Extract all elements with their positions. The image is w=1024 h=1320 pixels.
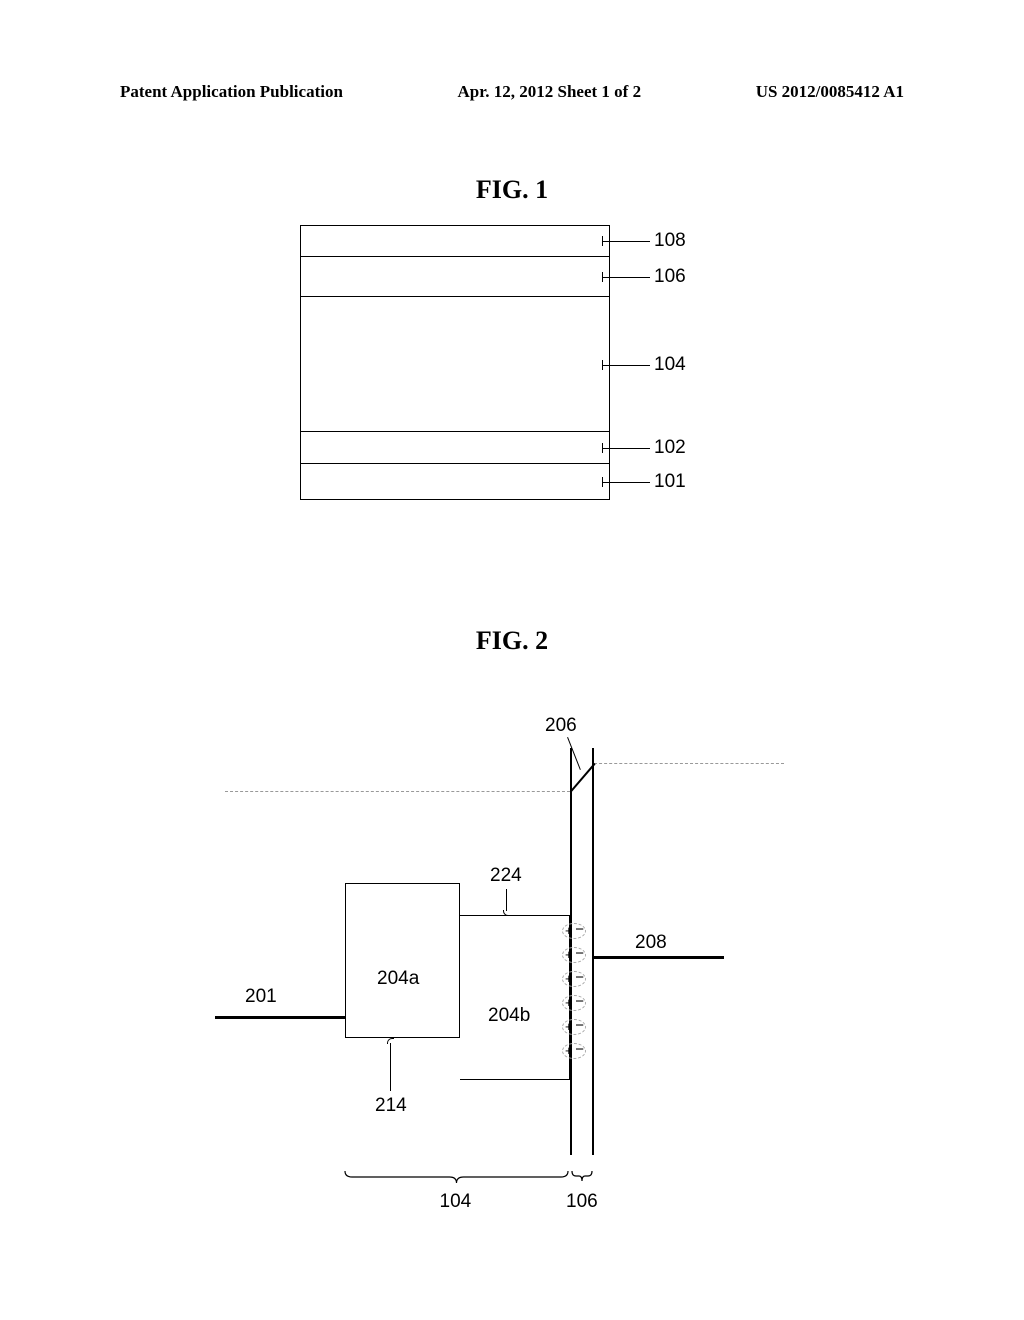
fig2-label-201: 201 xyxy=(245,986,277,1008)
minus-icon: − xyxy=(575,969,584,986)
fig1-tick xyxy=(602,360,603,370)
page-header: Patent Application Publication Apr. 12, … xyxy=(0,82,1024,102)
fig2-leader-214 xyxy=(390,1043,391,1091)
fig1-tick xyxy=(602,477,603,487)
fig1-layer xyxy=(300,225,610,257)
plus-icon: + xyxy=(565,923,573,938)
fig2-label-214: 214 xyxy=(375,1095,407,1117)
fig1-layer-label: 101 xyxy=(654,471,686,493)
fig2-box-204b xyxy=(460,915,570,1080)
fig1-layer xyxy=(300,464,610,500)
fig1-tick xyxy=(602,443,603,453)
fig2-dipole: +− xyxy=(562,923,586,939)
fig1-leader-line xyxy=(602,365,650,366)
minus-icon: − xyxy=(575,993,584,1010)
fig1-tick xyxy=(602,272,603,282)
fig2-brace-104 xyxy=(340,1169,573,1189)
fig2-line-208 xyxy=(594,956,724,959)
fig2-dipole: +− xyxy=(562,947,586,963)
fig2-title: FIG. 2 xyxy=(0,626,1024,656)
fig2-label-204a: 204a xyxy=(377,968,419,990)
minus-icon: − xyxy=(575,921,584,938)
fig1-layer-label: 106 xyxy=(654,266,686,288)
plus-icon: + xyxy=(565,1019,573,1034)
fig1-title: FIG. 1 xyxy=(0,175,1024,205)
fig2-label-104: 104 xyxy=(440,1191,472,1213)
fig1-leader-line xyxy=(602,241,650,242)
minus-icon: − xyxy=(575,945,584,962)
fig1-leader-line xyxy=(602,482,650,483)
fig2-label-208: 208 xyxy=(635,932,667,954)
fig2-label-224: 224 xyxy=(490,865,522,887)
fig2-brace-106 xyxy=(567,1169,597,1189)
fig2-leader-224 xyxy=(506,889,507,911)
fig1-layer-label: 102 xyxy=(654,437,686,459)
fig2-box-204a xyxy=(345,883,460,1038)
fig2-dipole: +− xyxy=(562,995,586,1011)
fig2-label-206: 206 xyxy=(545,715,577,737)
plus-icon: + xyxy=(565,995,573,1010)
fig1-layer-label: 104 xyxy=(654,354,686,376)
header-right: US 2012/0085412 A1 xyxy=(756,82,904,102)
fig2-band-right-line xyxy=(592,748,594,1155)
fig1-layer xyxy=(300,432,610,464)
fig2-label-106: 106 xyxy=(566,1191,598,1213)
fig1-leader-line xyxy=(602,448,650,449)
fig1-leader-line xyxy=(602,277,650,278)
fig2-dashed-right xyxy=(594,763,784,764)
minus-icon: − xyxy=(575,1041,584,1058)
plus-icon: + xyxy=(565,1043,573,1058)
fig2-line-201 xyxy=(215,1016,345,1019)
fig1-diagram: 108 106 104 102 101 xyxy=(300,225,720,515)
fig1-layer xyxy=(300,297,610,432)
fig2-leader-214-hook xyxy=(387,1038,394,1044)
plus-icon: + xyxy=(565,971,573,986)
minus-icon: − xyxy=(575,1017,584,1034)
fig2-dipole: +− xyxy=(562,1019,586,1035)
fig1-layer xyxy=(300,257,610,297)
header-left: Patent Application Publication xyxy=(120,82,343,102)
fig1-layer-label: 108 xyxy=(654,230,686,252)
fig2-diagram: 206201208204a204b224214+−+−+−+−+−+−10410… xyxy=(190,715,830,1235)
fig2-dipole: +− xyxy=(562,971,586,987)
fig1-tick xyxy=(602,236,603,246)
plus-icon: + xyxy=(565,947,573,962)
header-center: Apr. 12, 2012 Sheet 1 of 2 xyxy=(458,82,642,102)
fig2-label-204b: 204b xyxy=(488,1005,530,1027)
fig2-dashed-left xyxy=(225,791,570,792)
fig2-dipole: +− xyxy=(562,1043,586,1059)
